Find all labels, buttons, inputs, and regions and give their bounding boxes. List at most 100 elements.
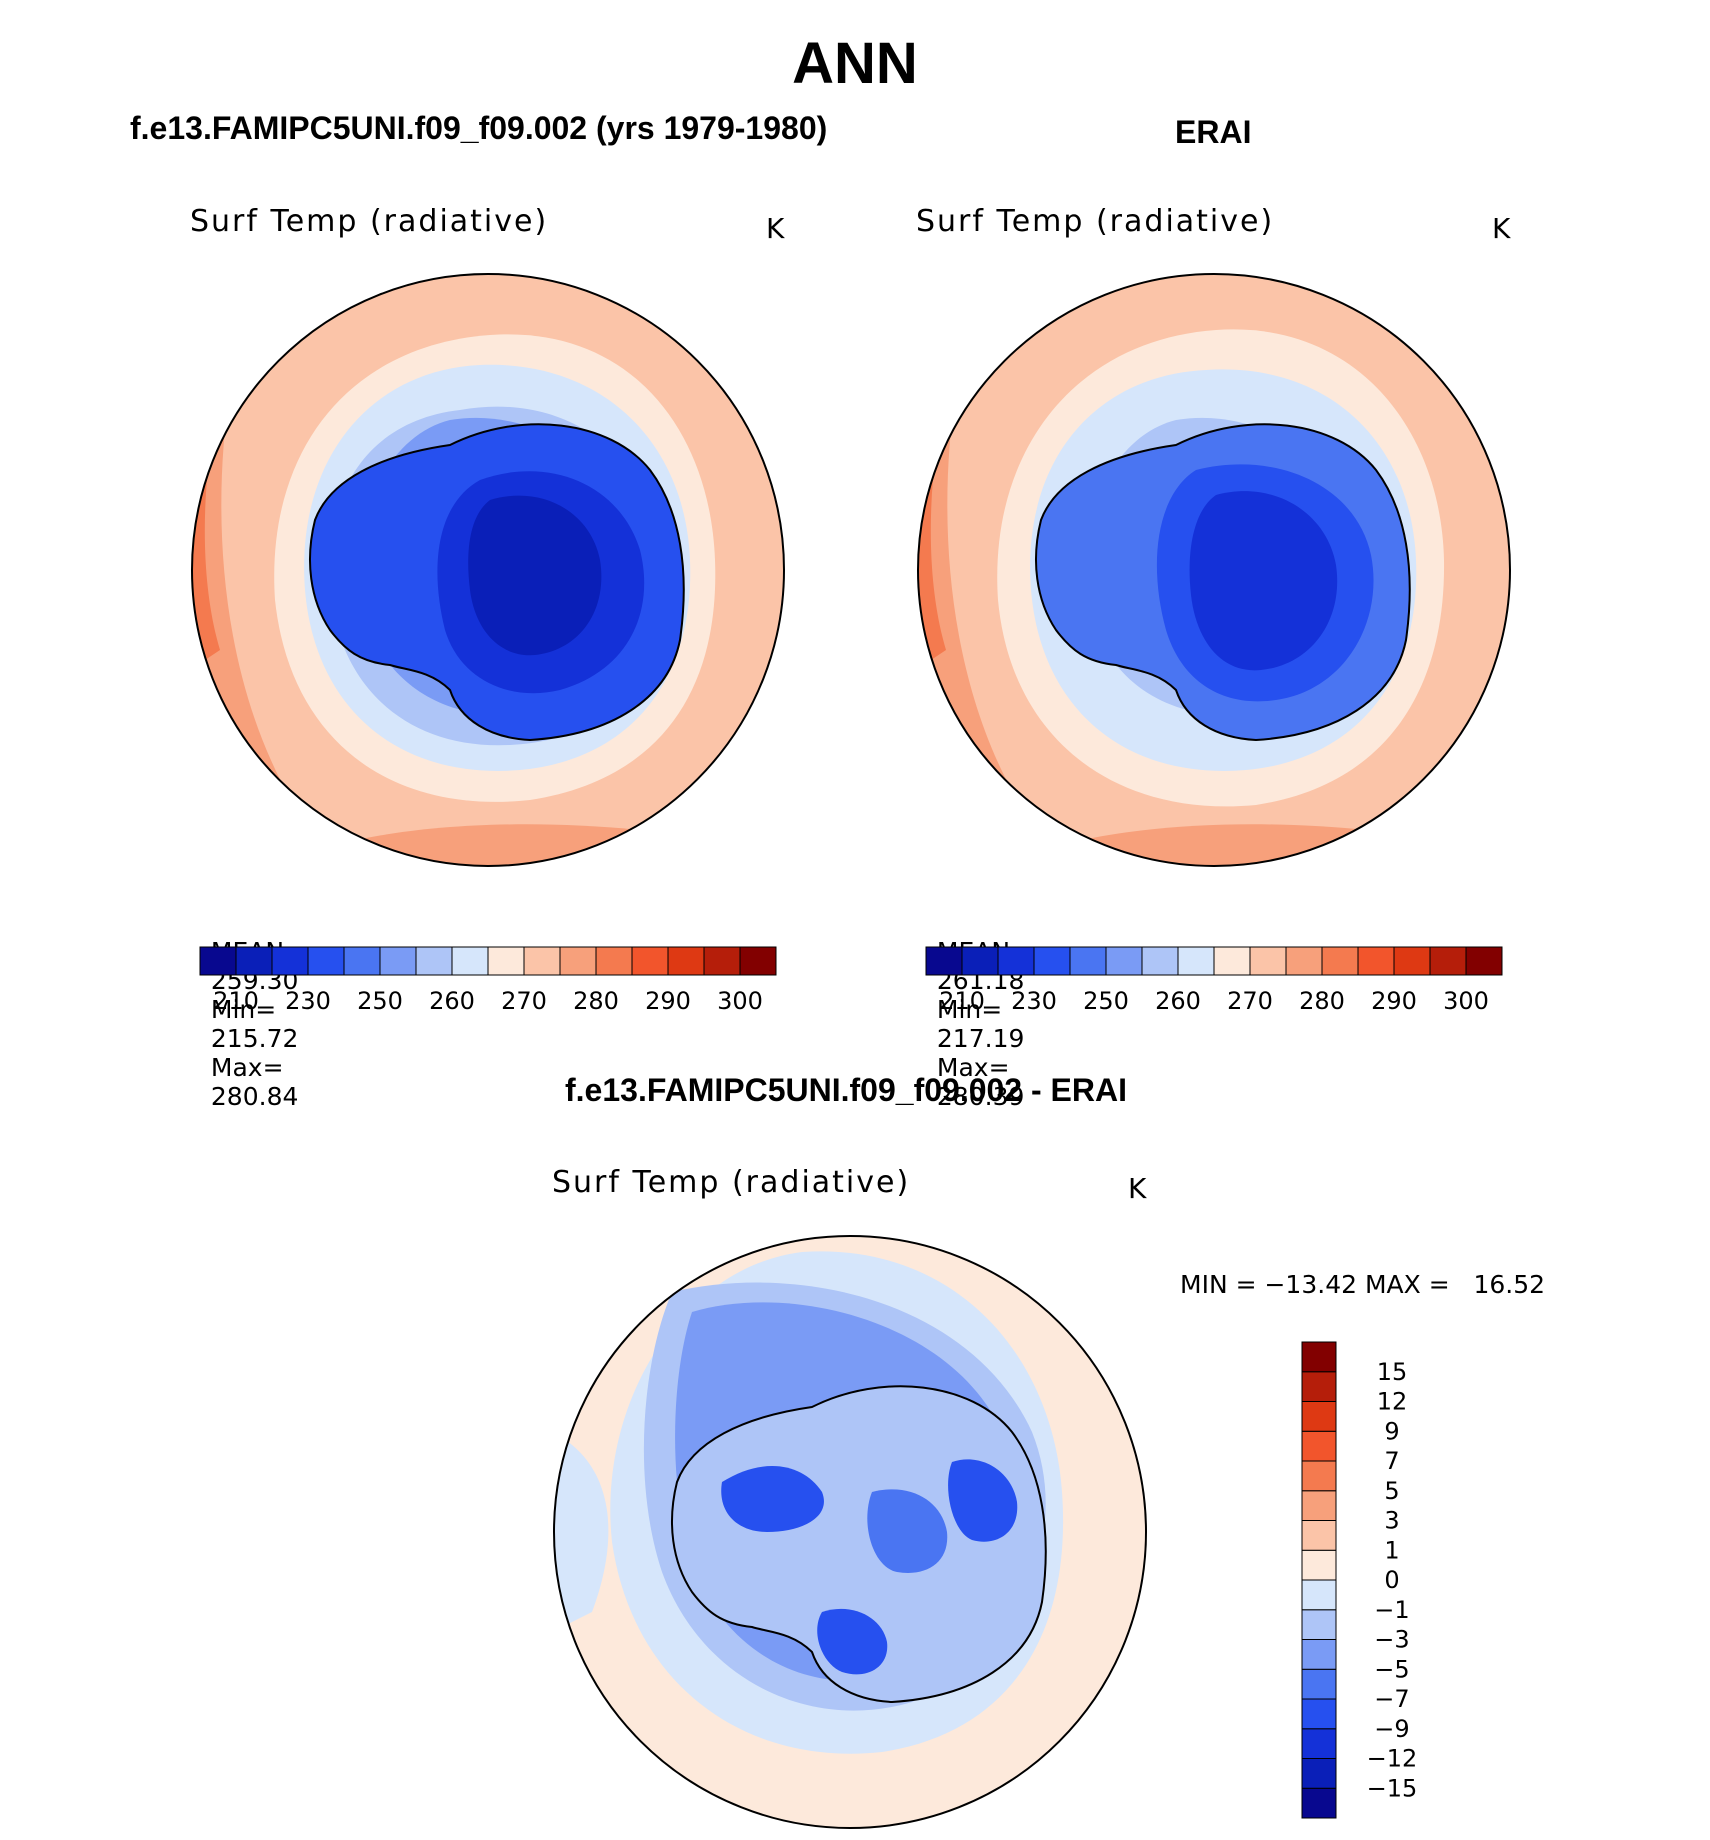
diff-panel-title: f.e13.FAMIPC5UNI.f09_f09.002 - ERAI bbox=[565, 1072, 1127, 1108]
main-title: ANN bbox=[792, 31, 918, 96]
panel-1-colorbar-swatch-1 bbox=[235, 946, 273, 976]
panel-2-colorbar-swatch-8 bbox=[1213, 946, 1251, 976]
panel-1-colorbar-swatch-0 bbox=[199, 946, 237, 976]
panel-2-colorbar-swatch-2 bbox=[997, 946, 1035, 976]
panel-2-units-label: K bbox=[1492, 212, 1511, 245]
diff-colorbar-swatch-9 bbox=[1301, 1520, 1337, 1551]
diff-colorbar-tick-label: 9 bbox=[1384, 1417, 1399, 1445]
diff-colorbar-tick-label: −3 bbox=[1374, 1626, 1409, 1654]
panel-2-variable-label: Surf Temp (radiative) bbox=[916, 204, 1275, 239]
diff-colorbar-tick-label: 0 bbox=[1384, 1566, 1399, 1594]
panel-1-colorbar-swatch-9 bbox=[523, 946, 561, 976]
diff-colorbar-swatch-7 bbox=[1301, 1579, 1337, 1611]
diff-minmax-label: MIN = −13.42 MAX = 16.52 bbox=[1180, 1270, 1546, 1299]
panel-1-title: f.e13.FAMIPC5UNI.f09_f09.002 (yrs 1979-1… bbox=[130, 110, 828, 146]
panel-1-colorbar-tick-label: 270 bbox=[501, 987, 547, 1015]
diff-colorbar-swatch-6 bbox=[1301, 1609, 1337, 1640]
panel-2-colorbar-swatch-7 bbox=[1177, 946, 1215, 976]
diff-colorbar-tick-label: 3 bbox=[1384, 1507, 1399, 1535]
panel-1-colorbar-swatch-4 bbox=[343, 946, 381, 976]
panel-1-colorbar-swatch-3 bbox=[307, 946, 345, 976]
diff-colorbar-swatch-4 bbox=[1301, 1668, 1337, 1700]
panel-1-colorbar-swatch-7 bbox=[451, 946, 489, 976]
diff-colorbar-swatch-3 bbox=[1301, 1698, 1337, 1730]
panel-2-colorbar-swatch-0 bbox=[925, 946, 963, 976]
diff-colorbar-tick-label: 7 bbox=[1384, 1447, 1399, 1475]
panel-1-colorbar-swatch-2 bbox=[271, 946, 309, 976]
panel-2-max-label: Max= bbox=[936, 1053, 1010, 1082]
diff-colorbar-swatch-15 bbox=[1301, 1341, 1337, 1373]
diff-colorbar-tick-label: 12 bbox=[1377, 1388, 1408, 1416]
panel-2-colorbar-swatch-15 bbox=[1465, 946, 1503, 976]
panel-2-colorbar-tick-label: 300 bbox=[1443, 987, 1489, 1015]
panel-1-units-label: K bbox=[766, 212, 785, 245]
panel-1-colorbar-swatch-6 bbox=[415, 946, 453, 976]
panel-2-colorbar-swatch-9 bbox=[1249, 946, 1287, 976]
panel-2-colorbar-swatch-1 bbox=[961, 946, 999, 976]
diff-colorbar-swatch-14 bbox=[1301, 1371, 1337, 1402]
panel-1-colorbar-tick-label: 230 bbox=[285, 987, 331, 1015]
panel-1-max-value: 280.84 bbox=[210, 1082, 299, 1111]
panel-1-colorbar-swatch-13 bbox=[667, 946, 705, 976]
panel-1-polar-map bbox=[191, 273, 785, 867]
diff-colorbar-tick-label: −9 bbox=[1374, 1715, 1409, 1743]
panel-2-colorbar-tick-label: 280 bbox=[1299, 987, 1345, 1015]
panel-2-colorbar-tick-label: 260 bbox=[1155, 987, 1201, 1015]
diff-units-label: K bbox=[1128, 1172, 1147, 1205]
panel-1-colorbar-swatch-14 bbox=[703, 946, 741, 976]
panel-1-colorbar-swatch-11 bbox=[595, 946, 633, 976]
panel-1-min-label: Min= bbox=[210, 995, 277, 1024]
panel-2-colorbar-swatch-13 bbox=[1393, 946, 1431, 976]
panel-2-colorbar-swatch-14 bbox=[1429, 946, 1467, 976]
diff-colorbar-swatch-13 bbox=[1301, 1401, 1337, 1432]
panel-1-colorbar-tick-label: 290 bbox=[645, 987, 691, 1015]
panel-1-colorbar-tick-label: 210 bbox=[213, 987, 259, 1015]
diff-variable-label: Surf Temp (radiative) bbox=[552, 1165, 911, 1200]
panel-1-colorbar: 210 230 250 260 270 280 290 300 bbox=[199, 946, 777, 1015]
panel-2-colorbar-tick-label: 210 bbox=[939, 987, 985, 1015]
diff-colorbar-tick-label: 5 bbox=[1384, 1477, 1399, 1505]
diff-colorbar-tick-label: 1 bbox=[1384, 1536, 1399, 1564]
diff-colorbar-swatch-11 bbox=[1301, 1460, 1337, 1492]
panel-2-colorbar-swatch-11 bbox=[1321, 946, 1359, 976]
panel-2-colorbar-swatch-6 bbox=[1141, 946, 1179, 976]
panel-2-colorbar-swatch-10 bbox=[1285, 946, 1323, 976]
diff-colorbar-tick-label: −5 bbox=[1374, 1655, 1409, 1683]
diff-colorbar-swatch-1 bbox=[1301, 1758, 1337, 1789]
panel-2-colorbar-swatch-12 bbox=[1357, 946, 1395, 976]
panel-1-colorbar-tick-label: 250 bbox=[357, 987, 403, 1015]
diff-colorbar-swatch-2 bbox=[1301, 1728, 1337, 1759]
panel-2-colorbar-swatch-5 bbox=[1105, 946, 1143, 976]
panel-2-colorbar-tick-label: 230 bbox=[1011, 987, 1057, 1015]
panel-1-colorbar-swatch-10 bbox=[559, 946, 597, 976]
panel-1-colorbar-tick-label: 260 bbox=[429, 987, 475, 1015]
panel-2-min-value: 217.19 bbox=[936, 1024, 1025, 1053]
diff-colorbar-swatch-8 bbox=[1301, 1549, 1337, 1581]
diff-colorbar-tick-label: −15 bbox=[1367, 1774, 1418, 1802]
diff-colorbar-swatch-0 bbox=[1301, 1787, 1337, 1819]
panel-2-colorbar-tick-label: 250 bbox=[1083, 987, 1129, 1015]
panel-1-colorbar-swatch-8 bbox=[487, 946, 525, 976]
panel-1-colorbar-swatch-15 bbox=[739, 946, 777, 976]
panel-1-min-value: 215.72 bbox=[210, 1024, 299, 1053]
panel-2-max-value: 280.39 bbox=[936, 1082, 1025, 1111]
diff-colorbar-swatch-12 bbox=[1301, 1430, 1337, 1462]
panel-2-colorbar-tick-label: 270 bbox=[1227, 987, 1273, 1015]
panel-2-title: ERAI bbox=[1175, 114, 1252, 150]
panel-2-colorbar: 210 230 250 260 270 280 290 300 bbox=[925, 946, 1503, 1015]
panel-2-colorbar-tick-label: 290 bbox=[1371, 987, 1417, 1015]
panel-2-min-label: Min= bbox=[936, 995, 1003, 1024]
diff-colorbar-tick-label: −12 bbox=[1367, 1745, 1418, 1773]
diff-colorbar-swatch-5 bbox=[1301, 1639, 1337, 1670]
diff-colorbar-tick-label: −7 bbox=[1374, 1685, 1409, 1713]
panel-1-colorbar-swatch-5 bbox=[379, 946, 417, 976]
panel-1-colorbar-tick-label: 280 bbox=[573, 987, 619, 1015]
diff-colorbar-tick-label: 15 bbox=[1377, 1358, 1408, 1386]
panel-2-colorbar-swatch-4 bbox=[1069, 946, 1107, 976]
diff-colorbar-swatch-10 bbox=[1301, 1490, 1337, 1521]
panel-1-max-label: Max= bbox=[210, 1053, 284, 1082]
panel-1-colorbar-swatch-12 bbox=[631, 946, 669, 976]
panel-2-polar-map bbox=[917, 273, 1511, 867]
panel-1-variable-label: Surf Temp (radiative) bbox=[190, 204, 549, 239]
